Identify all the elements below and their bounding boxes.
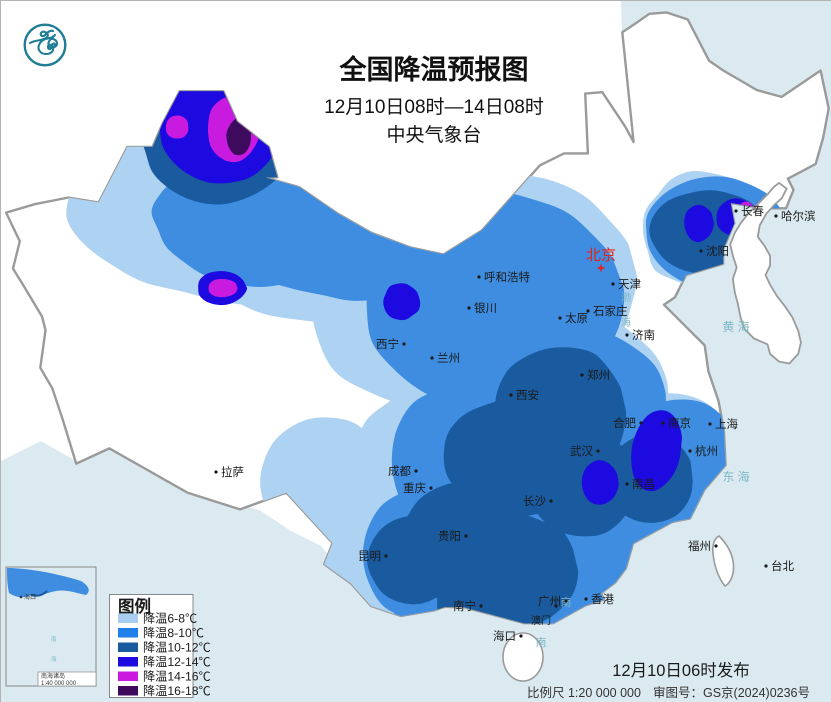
svg-text:南: 南 [536, 636, 547, 649]
svg-text:12月10日08时—14日08时: 12月10日08时—14日08时 [324, 96, 544, 118]
svg-text:石家庄: 石家庄 [593, 304, 628, 318]
svg-text:黄 海: 黄 海 [722, 319, 749, 334]
svg-text:降温16-18℃: 降温16-18℃ [143, 684, 211, 698]
svg-text:成都: 成都 [388, 465, 411, 478]
svg-text:重庆: 重庆 [403, 481, 426, 495]
svg-text:比例尺 1:20 000 000: 比例尺 1:20 000 000 [527, 686, 641, 700]
svg-text:西宁: 西宁 [376, 337, 399, 351]
svg-text:呼和浩特: 呼和浩特 [484, 270, 530, 284]
svg-text:贵阳: 贵阳 [438, 530, 461, 543]
svg-text:拉萨: 拉萨 [221, 465, 244, 479]
svg-text:福州: 福州 [688, 539, 711, 553]
svg-text:武汉: 武汉 [570, 445, 593, 458]
svg-text:南海诸岛: 南海诸岛 [41, 672, 65, 680]
svg-text:全国降温预报图: 全国降温预报图 [339, 54, 529, 85]
svg-text:香港: 香港 [591, 593, 614, 606]
svg-text:合肥: 合肥 [613, 416, 636, 430]
svg-text:降温12-14℃: 降温12-14℃ [143, 655, 211, 669]
svg-text:中央气象台: 中央气象台 [386, 124, 481, 146]
svg-text:审图号：GS京(2024)0236号: 审图号：GS京(2024)0236号 [653, 685, 810, 700]
svg-text:济南: 济南 [632, 328, 655, 342]
svg-text:降温6-8℃: 降温6-8℃ [143, 612, 197, 626]
svg-text:北京: 北京 [586, 247, 616, 264]
svg-text:南京: 南京 [668, 416, 691, 430]
svg-text:郑州: 郑州 [587, 368, 610, 382]
svg-text:长沙: 长沙 [523, 495, 546, 508]
svg-text:南: 南 [51, 635, 57, 643]
svg-text:降温10-12℃: 降温10-12℃ [143, 641, 211, 655]
svg-text:哈尔滨: 哈尔滨 [781, 209, 816, 223]
svg-text:1:40 000 000: 1:40 000 000 [41, 681, 77, 687]
svg-text:杭州: 杭州 [695, 444, 718, 458]
svg-text:海口: 海口 [24, 593, 36, 601]
svg-text:太原: 太原 [565, 312, 588, 325]
svg-text:东 海: 东 海 [722, 469, 749, 484]
svg-text:天津: 天津 [618, 278, 641, 291]
svg-text:海口: 海口 [493, 629, 516, 643]
svg-text:降温8-10℃: 降温8-10℃ [143, 626, 204, 640]
svg-text:上海: 上海 [715, 417, 738, 431]
svg-text:降温14-16℃: 降温14-16℃ [143, 670, 211, 684]
svg-text:南宁: 南宁 [453, 599, 476, 613]
svg-text:西安: 西安 [516, 388, 539, 402]
svg-text:渤: 渤 [621, 291, 631, 304]
svg-text:12月10日06时发布: 12月10日06时发布 [612, 661, 750, 680]
svg-text:台北: 台北 [771, 559, 794, 573]
svg-text:昆明: 昆明 [358, 550, 381, 563]
svg-text:澳门: 澳门 [531, 614, 551, 627]
svg-text:兰州: 兰州 [437, 352, 460, 365]
svg-text:南昌: 南昌 [632, 477, 655, 491]
svg-text:沈阳: 沈阳 [706, 244, 729, 258]
svg-text:银川: 银川 [474, 301, 497, 315]
svg-text:长春: 长春 [741, 205, 764, 218]
svg-text:海: 海 [51, 655, 57, 663]
